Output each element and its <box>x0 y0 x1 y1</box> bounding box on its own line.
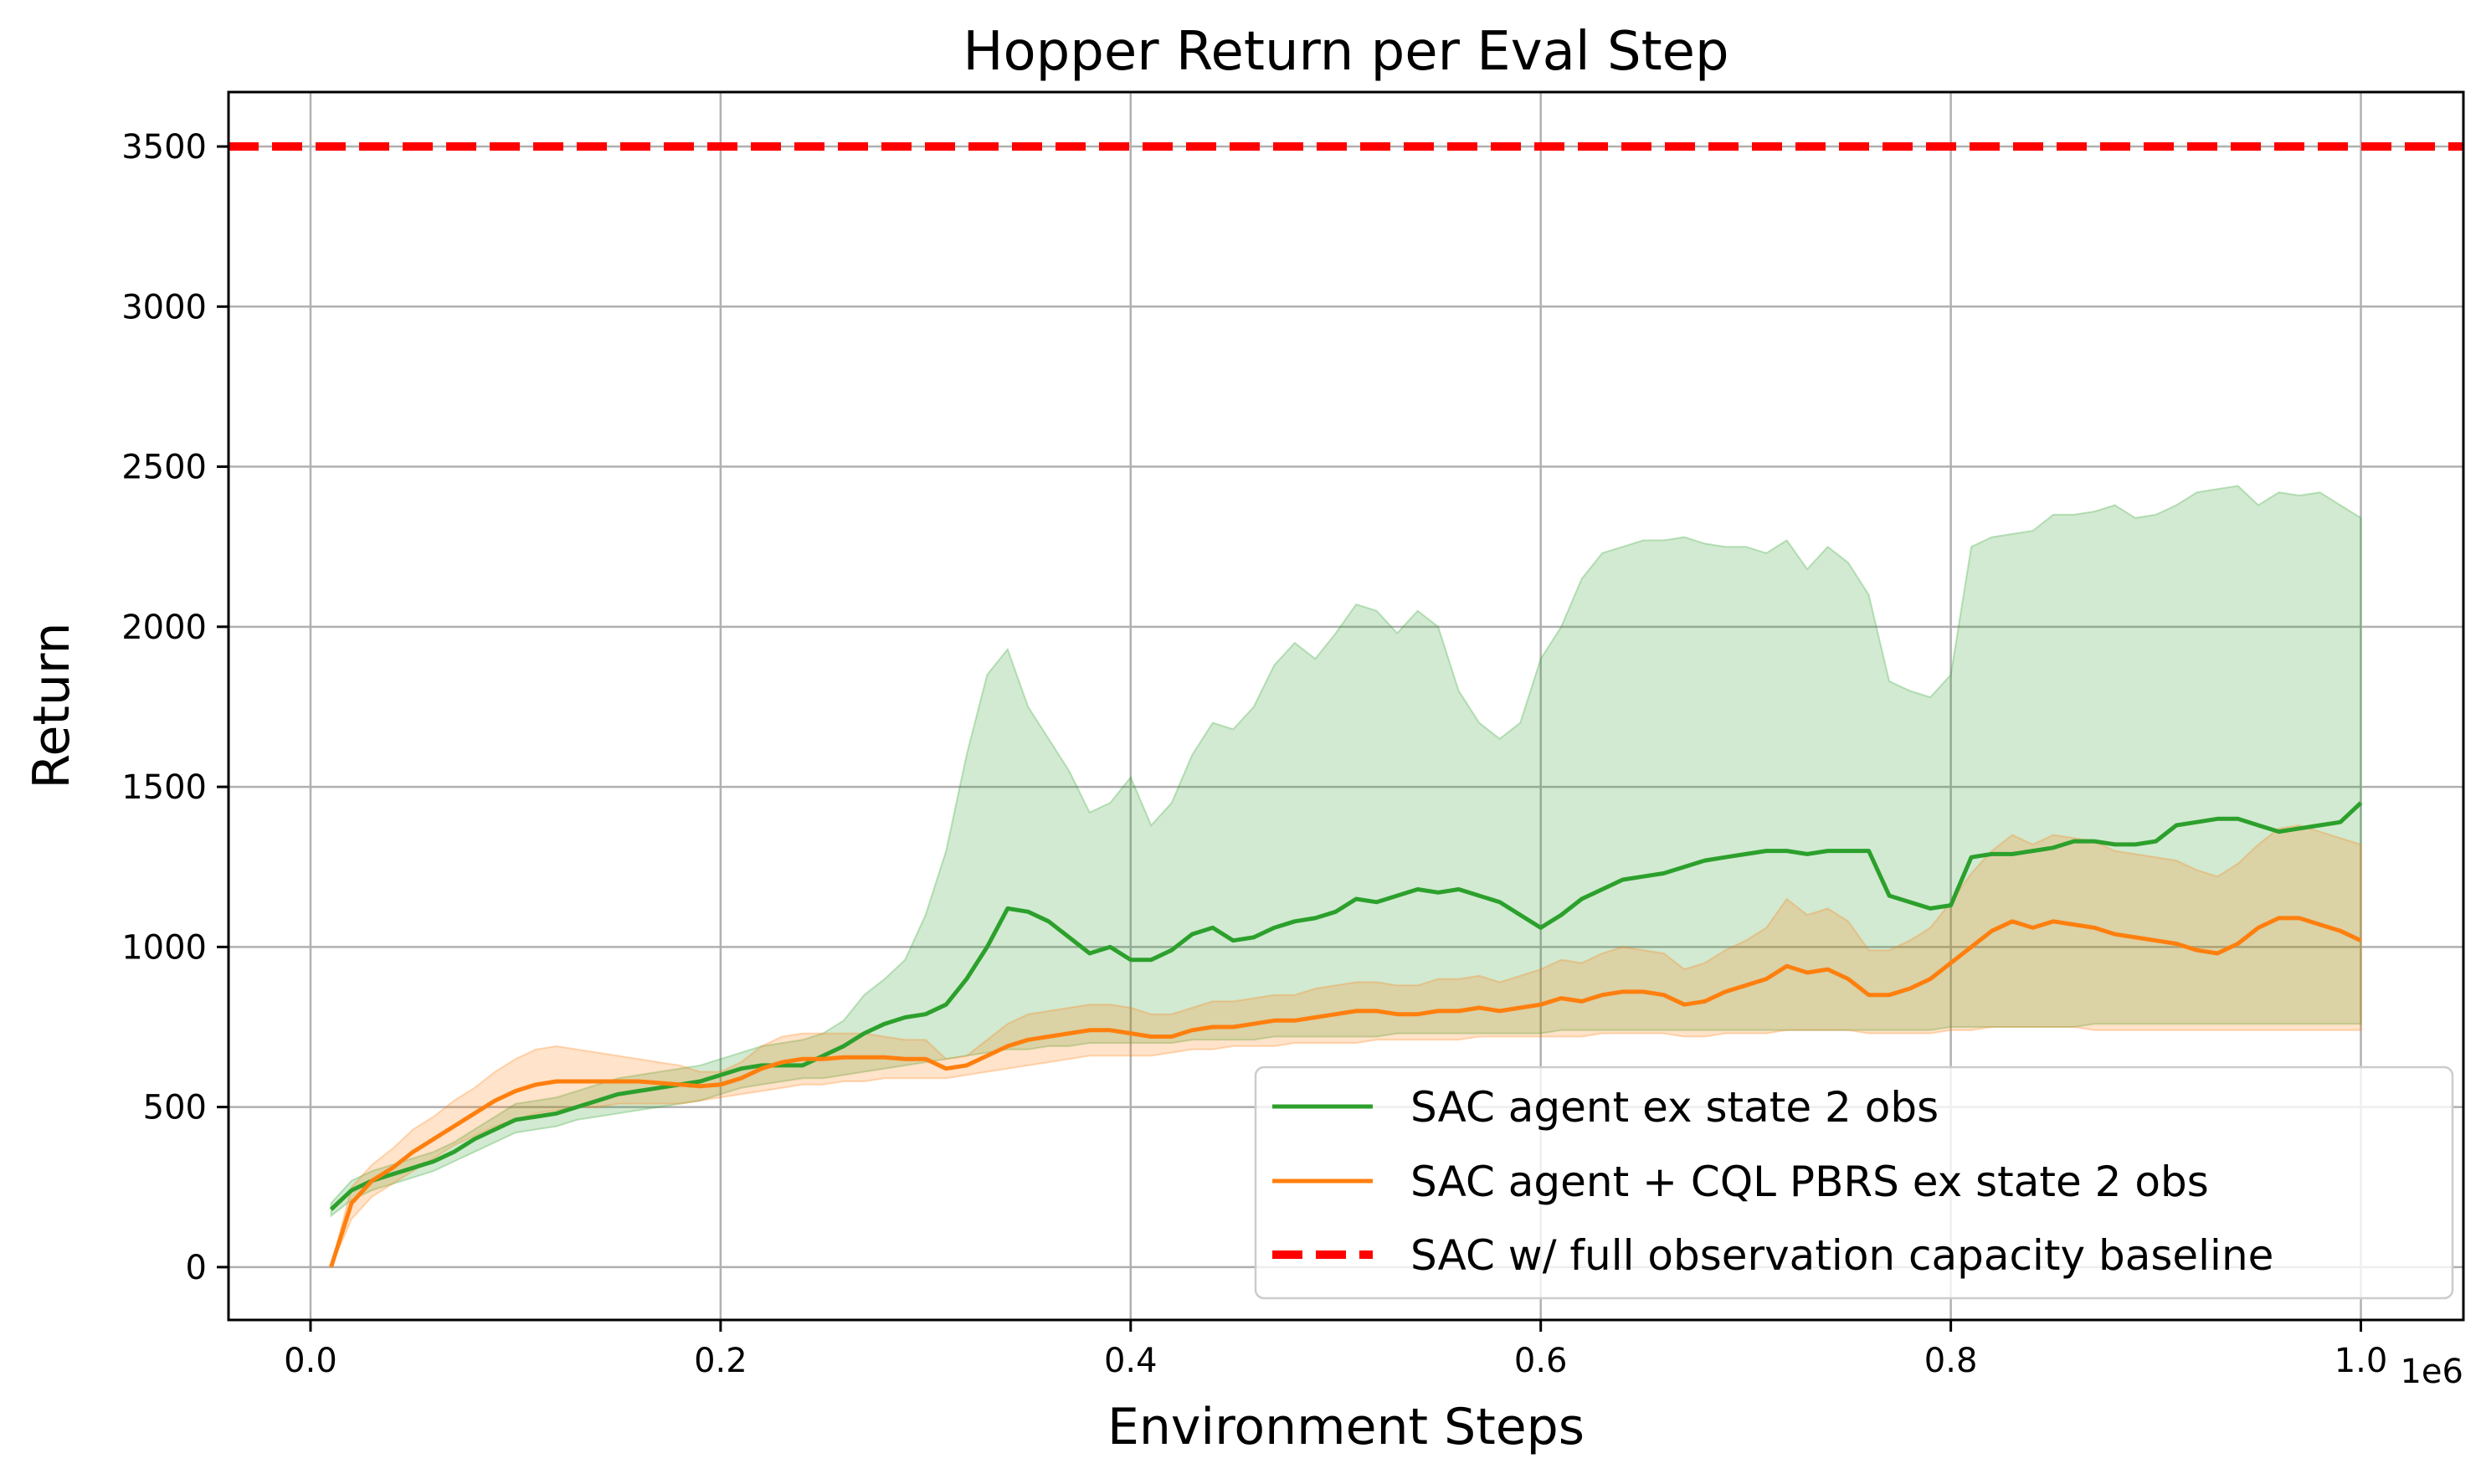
legend-label-baseline: SAC w/ full observation capacity baselin… <box>1410 1231 2273 1280</box>
line-series-1 <box>329 916 2362 1268</box>
x-tick-label: 0.6 <box>1514 1342 1568 1380</box>
legend-label-series-1: SAC agent + CQL PBRS ex state 2 obs <box>1410 1158 2209 1206</box>
y-tick-label: 3000 <box>121 288 207 326</box>
y-axis-ticks: 0 500 1000 1500 2000 2500 3000 3500 <box>121 128 229 1287</box>
x-axis-ticks: 0.0 0.2 0.4 0.6 0.8 1.0 <box>284 1320 2387 1380</box>
y-tick-label: 1000 <box>121 928 207 967</box>
y-tick-label: 2500 <box>121 449 207 487</box>
band-series-1 <box>330 824 2362 1268</box>
x-tick-label: 0.0 <box>284 1342 337 1380</box>
series-lines <box>329 801 2363 1268</box>
y-tick-label: 0 <box>186 1249 207 1287</box>
y-tick-label: 500 <box>143 1089 207 1127</box>
legend-label-series-0: SAC agent ex state 2 obs <box>1410 1083 1939 1132</box>
y-axis-label: Return <box>23 622 81 788</box>
y-tick-label: 2000 <box>121 608 207 647</box>
x-tick-label: 0.4 <box>1104 1342 1158 1380</box>
plot-frame <box>227 90 2465 1322</box>
x-tick-label: 0.8 <box>1924 1342 1978 1380</box>
x-axis-label: Environment Steps <box>1107 1398 1585 1456</box>
x-axis-offset-label: 1e6 <box>2400 1353 2463 1391</box>
line-series-0 <box>329 801 2363 1211</box>
y-tick-label: 1500 <box>121 768 207 807</box>
legend: SAC agent ex state 2 obs SAC agent + CQL… <box>1254 1066 2454 1300</box>
chart-title: Hopper Return per Eval Step <box>963 21 1728 83</box>
legend-box <box>1254 1066 2454 1300</box>
x-tick-label: 0.2 <box>694 1342 747 1380</box>
x-tick-label: 1.0 <box>2334 1342 2388 1380</box>
y-tick-label: 3500 <box>121 128 207 167</box>
